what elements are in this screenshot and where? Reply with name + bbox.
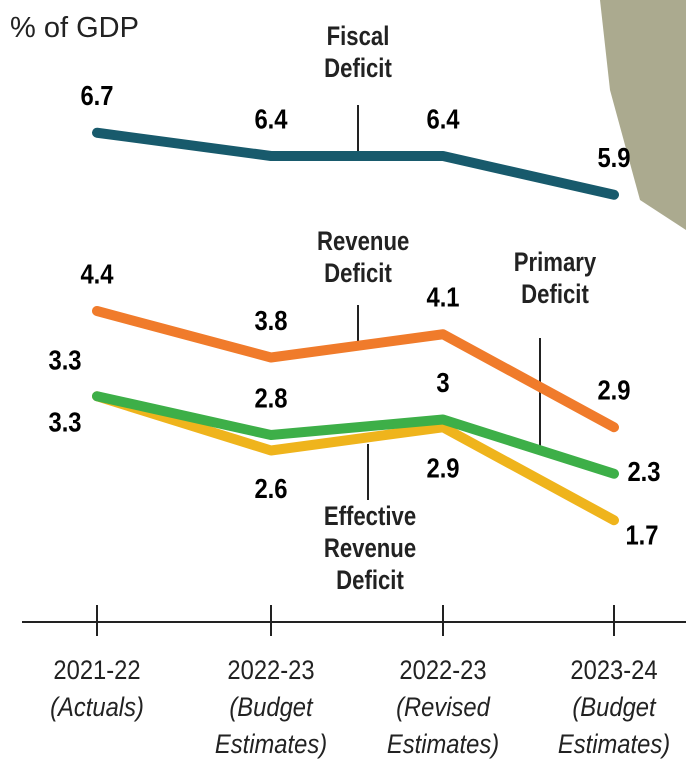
value-label: 3.3: [48, 344, 81, 376]
series-label: Revenue Deficit: [317, 225, 399, 289]
x-tick-label: 2022-23 (Revised Estimates): [368, 652, 518, 763]
value-label: 3.8: [254, 304, 287, 336]
value-label: 4.1: [426, 281, 459, 313]
value-label: 3: [436, 366, 449, 398]
x-tick-label: 2022-23 (Budget Estimates): [196, 652, 346, 763]
value-label: 5.9: [597, 141, 630, 173]
value-label: 6.4: [426, 103, 460, 135]
category: 2022-23: [399, 655, 486, 685]
category-note: (Revised Estimates): [386, 689, 500, 763]
category: 2023-24: [570, 655, 657, 685]
series-label: Effective Revenue Deficit: [288, 500, 452, 596]
category-note: (Budget Estimates): [214, 689, 328, 763]
chart: 6.7 6.4 6.4 5.9 4.4 3.8 4.1 2.9 3.3 2.8 3 2.3 3.3 2.6…: [0, 0, 686, 762]
value-label: 2.6: [254, 472, 287, 504]
value-label: 2.9: [597, 374, 630, 406]
value-label: 3.3: [48, 406, 81, 438]
value-label: 2.8: [254, 382, 287, 414]
value-label: 2.9: [426, 452, 459, 484]
value-label: 6.4: [254, 103, 288, 135]
x-tick-label: 2023-24 (Budget Estimates): [539, 652, 686, 763]
category-note: (Budget Estimates): [557, 689, 671, 763]
value-label: 2.3: [627, 455, 660, 487]
series-label: Primary Deficit: [510, 246, 600, 310]
series-line: [97, 133, 614, 195]
series-label: Fiscal Deficit: [317, 20, 399, 84]
value-label: 1.7: [625, 519, 658, 551]
chart-title: % of GDP: [10, 12, 139, 45]
value-label: 6.7: [80, 79, 113, 111]
value-label: 4.4: [80, 258, 114, 290]
category: 2021-22: [53, 655, 140, 685]
category: 2022-23: [227, 655, 314, 685]
page: 6.7 6.4 6.4 5.9 4.4 3.8 4.1 2.9 3.3 2.8 3 2.3 3.3 2.6…: [0, 0, 686, 762]
category-note: (Actuals): [40, 689, 154, 726]
x-tick-label: 2021-22 (Actuals): [22, 652, 172, 726]
